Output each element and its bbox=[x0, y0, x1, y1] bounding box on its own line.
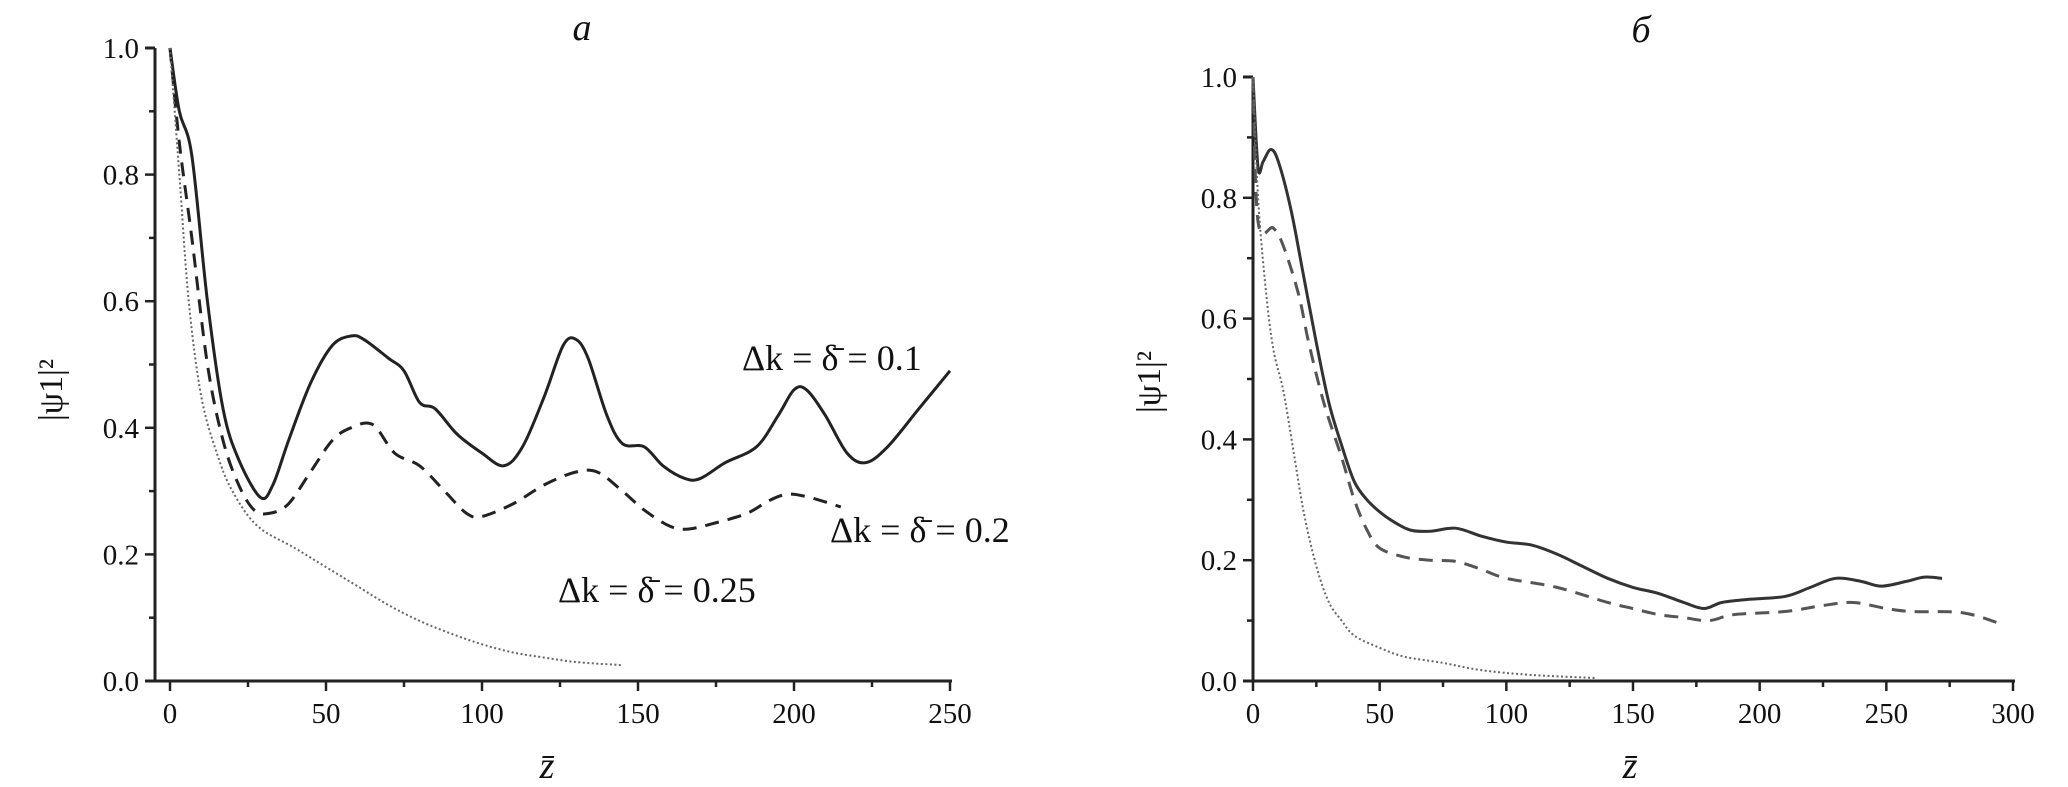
x-tick-label: 150 bbox=[1611, 698, 1655, 730]
x-tick-label: 100 bbox=[460, 698, 504, 730]
x-tick-label: 100 bbox=[1485, 698, 1529, 730]
y-tick-label: 0.6 bbox=[103, 286, 139, 318]
panel-a: a |ψ1|² z̄ Δk = δ̄ = 0.1 Δk = δ̄ = 0.2 Δ… bbox=[33, 7, 1010, 787]
series-line-dashed bbox=[1251, 76, 2001, 626]
y-tick-label: 1.0 bbox=[103, 33, 139, 65]
x-tick-label: 50 bbox=[1365, 698, 1394, 730]
x-tick-label: 0 bbox=[1246, 698, 1261, 730]
y-tick-label: 1.0 bbox=[1201, 62, 1237, 94]
series-line-solid bbox=[1251, 76, 1943, 611]
x-tick-label: 300 bbox=[1991, 698, 2035, 730]
y-tick-label: 0.8 bbox=[103, 160, 139, 192]
y-tick-label: 0.0 bbox=[1201, 666, 1237, 698]
panel-title: б bbox=[1631, 9, 1652, 51]
series-label-0.25: Δk = δ̄ = 0.25 bbox=[558, 570, 756, 610]
series-line-solid bbox=[168, 47, 952, 501]
y-tick-label: 0.6 bbox=[1201, 304, 1237, 336]
x-tick-label: 0 bbox=[163, 698, 178, 730]
x-axis-label: z̄ bbox=[539, 745, 555, 787]
series-label-0.2: Δk = δ̄ = 0.2 bbox=[830, 510, 1010, 550]
y-axis-label: |ψ1|² bbox=[1131, 351, 1168, 413]
y-tick-label: 0.0 bbox=[103, 666, 139, 698]
x-tick-label: 250 bbox=[1865, 698, 1909, 730]
y-tick-label: 0.4 bbox=[1201, 424, 1238, 456]
x-tick-label: 50 bbox=[312, 698, 341, 730]
x-tick-label: 150 bbox=[616, 698, 660, 730]
y-axis-label: |ψ1|² bbox=[33, 359, 70, 421]
y-tick-label: 0.2 bbox=[1201, 545, 1237, 577]
y-tick-label: 0.2 bbox=[103, 539, 139, 571]
x-tick-label: 200 bbox=[772, 698, 816, 730]
series-line-dashed bbox=[168, 47, 842, 531]
series-line-dotted bbox=[169, 47, 623, 667]
panel-b: б |ψ1|² z̄ 0.0 0.2 0.4 0.6 0.8 1.0 0 50 100 150 20… bbox=[1131, 9, 2035, 787]
x-tick-label: 250 bbox=[928, 698, 972, 730]
y-tick-label: 0.4 bbox=[103, 413, 140, 445]
panel-title: a bbox=[573, 7, 592, 49]
x-axis-label: z̄ bbox=[1622, 745, 1638, 787]
series-label-0.1: Δk = δ̄ = 0.1 bbox=[742, 338, 922, 378]
series-line-dotted bbox=[1252, 76, 1596, 679]
y-tick-label: 0.8 bbox=[1201, 183, 1237, 215]
x-tick-label: 200 bbox=[1738, 698, 1782, 730]
